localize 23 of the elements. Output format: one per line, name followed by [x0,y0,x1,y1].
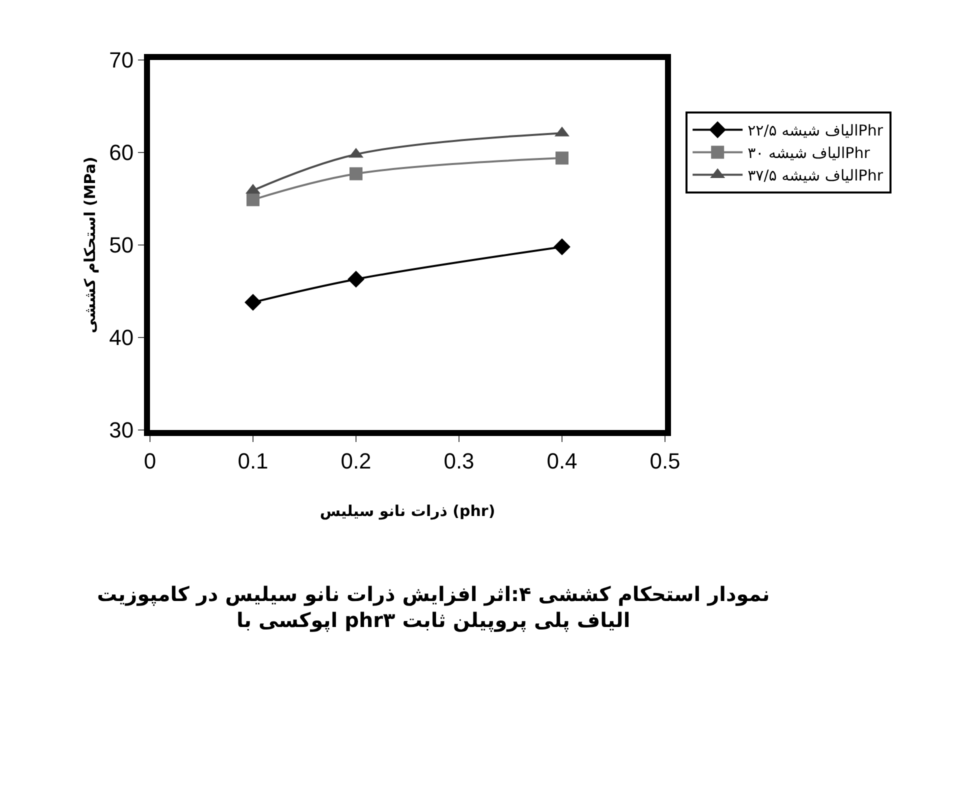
point [556,152,568,165]
x-tick-label: 0.4 [546,448,578,474]
y-tick-label: 60 [109,140,134,166]
y-tick-label: 50 [109,232,134,258]
y-tick-label: 30 [109,418,134,443]
x-tick-label: 0.2 [340,448,372,474]
point [246,193,260,206]
x-tick-label: 0.3 [444,448,474,474]
point [350,167,362,180]
y-axis-title: استحکام کششی (MPa) [80,156,99,334]
y-tick-label: 40 [109,325,134,350]
y-tick-label: 70 [109,48,134,73]
point [244,294,262,311]
point [348,270,364,288]
legend-label: الیاف شیشه ۲۲/۵Phr [748,122,884,140]
legend-label: الیاف شیشه ۳۰Phr [748,144,871,162]
x-axis-title: ذرات نانو سیلیس (phr) [320,502,496,520]
x-tick-label: 0 [144,448,156,474]
legend-label: الیاف شیشه ۳۷/۵Phr [748,166,884,185]
x-tick-label: 0.5 [650,448,680,474]
text: نمودار استحکام کششی ۴:اثر افزایش ذرات نانو سیلیس در کامپوزیت اپوکسی با phr۳ الیاف پلی پروپیلن ثابت [97,582,770,632]
x-tick-label: 0.1 [238,448,268,474]
point [554,238,570,256]
